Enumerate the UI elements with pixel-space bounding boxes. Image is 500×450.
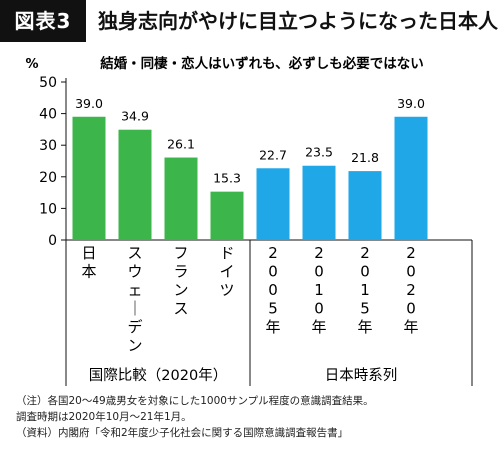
figure-label: 図表3 (0, 0, 86, 42)
footnotes: （注）各国20〜49歳男女を対象にした1000サンプル程度の意識調査結果。 調査… (16, 393, 374, 441)
y-tick-label: 40 (39, 107, 57, 123)
group-label-japan-timeseries: 日本時系列 (325, 367, 398, 384)
bar-value-label: 26.1 (167, 137, 195, 152)
bar (394, 116, 428, 240)
y-tick-label: 30 (39, 138, 57, 154)
bar-value-label: 39.0 (397, 96, 425, 111)
bar-value-label: 15.3 (213, 171, 241, 186)
bar (348, 171, 382, 240)
bar (72, 116, 106, 240)
category-label: ドイツ (219, 244, 234, 299)
bar (210, 191, 244, 240)
group-label-international: 国際比較（2020年） (89, 366, 227, 384)
figure-header: 図表3 独身志向がやけに目立つようになった日本人 (0, 0, 500, 42)
bar-value-label: 21.8 (351, 150, 379, 165)
bar (164, 157, 198, 240)
y-tick-label: 10 (39, 201, 57, 217)
chart-subtitle: 結婚・同棲・恋人はいずれも、必ずしも必要ではない (100, 55, 424, 72)
bar (256, 168, 290, 240)
bar (118, 129, 152, 240)
y-tick-label: 0 (48, 233, 57, 249)
bar-chart: 結婚・同棲・恋人はいずれも、必ずしも必要ではない% 0 10 20 30 40 50 39.0… (25, 55, 473, 386)
bar-value-label: 23.5 (305, 145, 333, 160)
category-label: 日本 (81, 244, 96, 281)
category-label: スウェ｜デン (127, 244, 142, 355)
bar (302, 165, 336, 240)
y-axis-unit: % (25, 57, 38, 72)
footnote-source: （資料）内閣府「令和2年度少子化社会に関する国際意識調査報告書」 (16, 427, 349, 439)
y-tick-label: 50 (39, 75, 57, 91)
figure-title: 独身志向がやけに目立つようになった日本人 (98, 9, 498, 33)
footnote-period: 調査時期は2020年10月〜21年1月。 (16, 411, 192, 423)
bar-value-label: 34.9 (121, 109, 149, 124)
category-label: フランス (173, 244, 188, 318)
y-tick-label: 20 (39, 170, 57, 186)
bar-value-label: 39.0 (75, 96, 103, 111)
footnote-note: （注）各国20〜49歳男女を対象にした1000サンプル程度の意識調査結果。 (16, 395, 374, 407)
bar-value-label: 22.7 (259, 147, 287, 162)
